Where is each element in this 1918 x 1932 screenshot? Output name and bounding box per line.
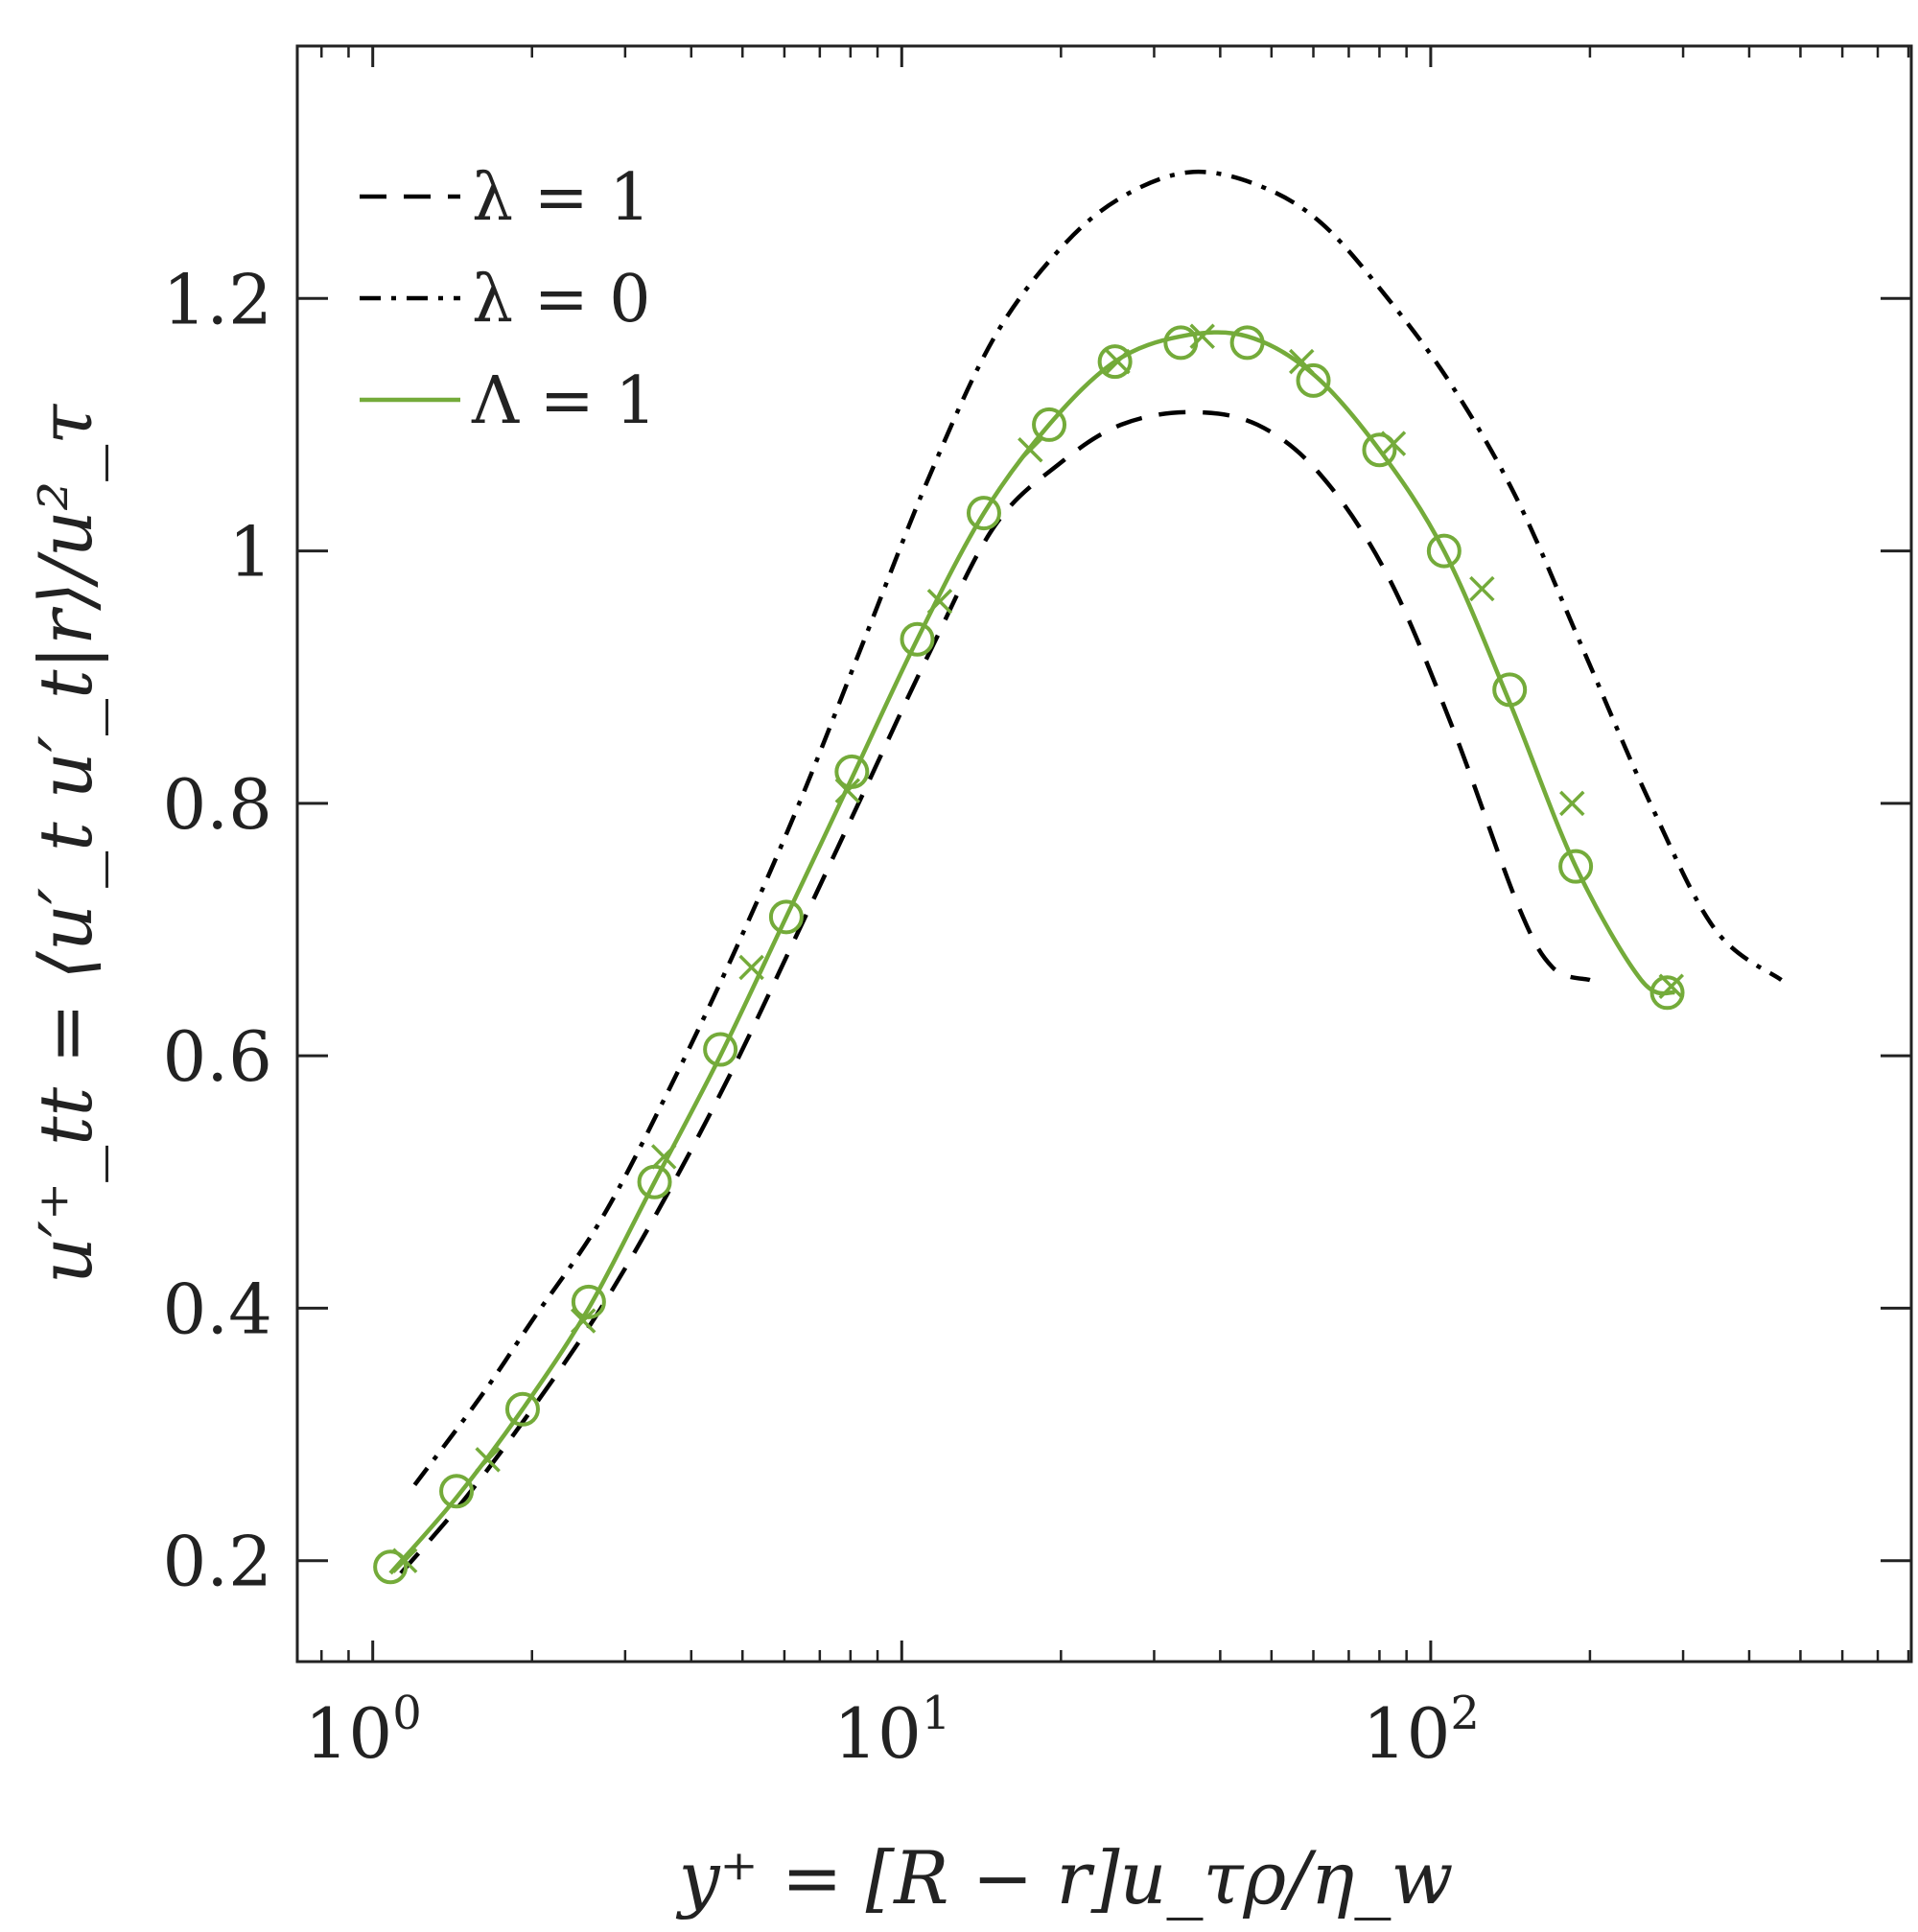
cross-marker <box>834 778 861 803</box>
x-axis-title: y⁺ = [R − r]u_τρ/η_w <box>676 1835 1454 1920</box>
cross-marker <box>926 588 953 615</box>
legend-label: λ = 1 <box>472 160 651 236</box>
y-tick-label: 0.4 <box>162 1269 272 1349</box>
circle-marker <box>1229 325 1265 361</box>
cross-marker-stroke <box>738 954 764 981</box>
circle-marker <box>703 1032 738 1067</box>
x-tick-label-base: 10 <box>1363 1693 1451 1774</box>
cross-marker <box>475 1447 501 1473</box>
series-layer <box>388 169 1783 1575</box>
cross-marker-stroke <box>570 1308 596 1334</box>
cross-marker-stroke <box>650 1144 677 1170</box>
cross-marker <box>738 954 764 981</box>
cross-marker <box>1469 575 1495 602</box>
series-line-2 <box>388 330 1676 1575</box>
circle-marker <box>768 899 804 935</box>
circle-marker <box>1649 975 1685 1011</box>
circle-marker <box>571 1284 606 1319</box>
x-tick-label-exponent: 1 <box>922 1687 951 1740</box>
cross-marker-stroke <box>1380 431 1407 456</box>
x-tick-label: 101 <box>833 1687 950 1774</box>
circle-marker <box>1426 533 1462 569</box>
cross-marker-stroke <box>1017 437 1043 463</box>
circle-marker <box>504 1391 540 1427</box>
cross-marker <box>1105 348 1131 375</box>
x-tick-label: 100 <box>305 1687 422 1774</box>
ticks-layer <box>297 46 1911 1662</box>
cross-marker-stroke <box>926 588 953 615</box>
cross-marker-stroke <box>1469 575 1495 602</box>
circle-marker <box>1163 325 1199 361</box>
plot-frame <box>295 44 1913 1664</box>
circle-marker <box>1032 407 1067 442</box>
cross-marker-stroke <box>1288 348 1315 375</box>
circle-marker <box>373 1549 409 1585</box>
x-tick-label-base: 10 <box>833 1693 922 1774</box>
legend-label: Λ = 1 <box>471 363 657 439</box>
y-tick-label: 0.6 <box>162 1016 272 1097</box>
markers-layer <box>373 323 1685 1585</box>
cross-marker <box>1017 437 1043 463</box>
circle-marker <box>966 496 1001 531</box>
cross-marker <box>650 1144 677 1170</box>
cross-marker-stroke <box>475 1447 501 1473</box>
cross-marker <box>391 1548 418 1573</box>
y-tick-label: 0.2 <box>162 1522 272 1602</box>
series-line-0 <box>399 409 1591 1575</box>
x-tick-label-exponent: 0 <box>392 1687 422 1740</box>
cross-marker <box>1380 431 1407 456</box>
cross-marker-stroke <box>1658 973 1685 999</box>
circle-marker <box>1558 849 1594 884</box>
cross-marker <box>570 1308 596 1334</box>
cross-marker <box>1189 323 1215 350</box>
circle-marker <box>900 621 935 657</box>
cross-marker-stroke <box>1105 348 1131 375</box>
cross-marker <box>1658 973 1685 999</box>
circle-marker <box>1492 672 1528 708</box>
x-tick-label-exponent: 2 <box>1450 1687 1480 1740</box>
circle-marker <box>439 1474 475 1509</box>
circle-marker <box>1097 344 1133 380</box>
y-tick-label: 1 <box>228 512 272 593</box>
x-tick-label-base: 10 <box>305 1693 393 1774</box>
y-axis-title: u′⁺_tt = ⟨u′_t u′_t|r⟩/u²_τ <box>23 403 108 1284</box>
circle-marker <box>1296 362 1331 398</box>
cross-marker-stroke <box>391 1548 418 1573</box>
x-tick-label: 102 <box>1363 1687 1480 1774</box>
cross-marker <box>1288 348 1315 375</box>
cross-marker-stroke <box>834 778 861 803</box>
y-tick-label: 0.8 <box>162 764 272 845</box>
cross-marker-stroke <box>1559 790 1585 817</box>
y-tick-label: 1.2 <box>162 259 272 339</box>
cross-marker <box>1559 790 1585 817</box>
series-line-1 <box>412 169 1783 1487</box>
legend-label: λ = 0 <box>472 262 651 338</box>
cross-marker-stroke <box>1189 323 1215 350</box>
legend: λ = 1 λ = 0 Λ = 1 <box>360 160 657 439</box>
circle-marker <box>1362 432 1397 468</box>
